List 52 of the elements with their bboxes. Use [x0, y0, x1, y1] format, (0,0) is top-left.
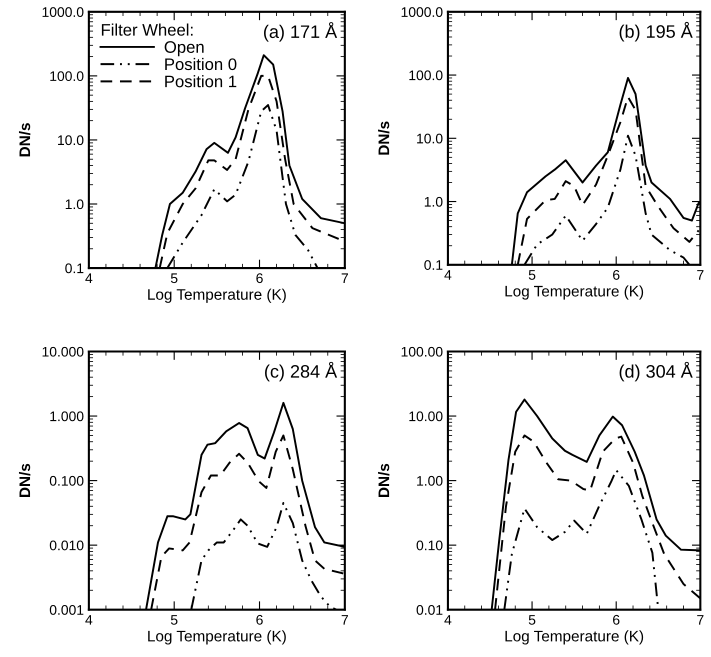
x-tick-label: 4: [444, 615, 452, 625]
text: (c) 284 Å: [265, 362, 338, 382]
y-tick-label: 1000.0: [42, 7, 84, 17]
x-tick-label: 4: [444, 270, 452, 280]
x-tick-label: 6: [613, 614, 620, 625]
x-tick-label: 5: [528, 270, 536, 280]
x-axis-title: Log Temperature (K): [505, 285, 644, 300]
y-tick-label: 0.1: [65, 263, 84, 274]
x-tick-label: 6: [256, 614, 263, 625]
y-axis-title: DN/s: [18, 464, 30, 497]
y-axis-title: DN/s: [18, 123, 30, 156]
text: (b) 195 Å: [620, 22, 693, 42]
y-axis-title: DN/s: [378, 464, 390, 497]
x-tick-label: 6: [613, 270, 620, 280]
y-tick-label: 10.000: [42, 346, 84, 357]
x-tick-label: 4: [85, 273, 92, 283]
x-tick-label: 5: [170, 273, 178, 284]
y-tick-label: 1.0: [424, 196, 443, 207]
y-tick-label: 0.001: [50, 605, 84, 615]
y-tick-label: 1.0: [66, 199, 84, 210]
x-axis-title: Log Temperature (K): [148, 630, 286, 645]
x-axis-title: Log Temperature (K): [148, 288, 286, 303]
y-tick-label: 0.01: [416, 605, 442, 615]
y-tick-label: 10.0: [417, 134, 443, 144]
y-tick-label: 1.00: [417, 476, 443, 486]
y-tick-label: 0.100: [50, 476, 84, 486]
y-tick-label: 10.0: [58, 135, 84, 146]
x-tick-label: 7: [697, 615, 704, 625]
y-tick-label: 0.010: [50, 540, 84, 550]
x-axis-title: Log Temperature (K): [505, 630, 644, 645]
legend-label: Position 0: [165, 58, 236, 70]
x-tick-label: 5: [170, 615, 178, 625]
text: (a) 171 Å: [264, 22, 338, 42]
legend-label: Position 1: [165, 75, 236, 88]
x-tick-label: 6: [256, 273, 263, 284]
y-tick-label: 0.10: [416, 540, 443, 550]
x-tick-label: 7: [342, 273, 348, 283]
x-tick-label: 7: [697, 270, 704, 280]
text: (d) 304 Å: [620, 362, 693, 382]
x-tick-label: 4: [85, 615, 92, 625]
x-tick-label: 7: [342, 615, 348, 625]
y-tick-label: 100.00: [402, 346, 443, 357]
y-tick-label: 1.000: [50, 411, 84, 422]
y-tick-label: 1000.0: [402, 7, 443, 17]
y-tick-label: 10.00: [409, 411, 443, 422]
y-tick-label: 100.0: [409, 70, 443, 80]
legend-title: Filter Wheel:: [102, 23, 193, 36]
legend-label: Open: [164, 41, 204, 56]
y-tick-label: 0.1: [424, 260, 442, 270]
x-tick-label: 5: [528, 615, 536, 625]
y-tick-label: 100.0: [50, 71, 84, 82]
y-axis-title: DN/s: [378, 122, 390, 155]
